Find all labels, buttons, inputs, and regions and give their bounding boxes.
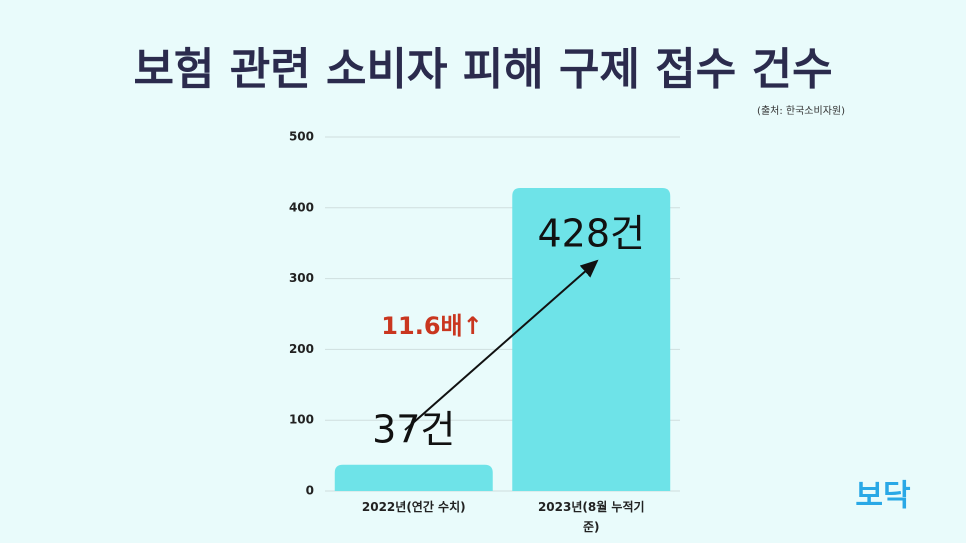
x-tick-label: 2023년(8월 누적기준) bbox=[537, 500, 645, 534]
logo: 보닥 bbox=[855, 479, 911, 514]
value-label: 428건 bbox=[538, 211, 646, 255]
y-tick-label: 200 bbox=[289, 342, 314, 356]
bar bbox=[512, 187, 671, 491]
y-tick-label: 400 bbox=[289, 200, 314, 214]
y-tick-label: 500 bbox=[289, 130, 314, 144]
chart-title: 보험 관련 소비자 피해 구제 접수 건수 bbox=[133, 44, 832, 95]
value-label: 37건 bbox=[372, 407, 455, 451]
trend-arrow bbox=[404, 259, 599, 431]
source: (출처: 한국소비자원) bbox=[757, 105, 845, 117]
y-tick-label: 0 bbox=[306, 484, 314, 498]
x-tick-label: 2022년(연간 수치) bbox=[361, 500, 466, 514]
bar bbox=[334, 464, 493, 491]
y-tick-label: 100 bbox=[289, 413, 314, 427]
y-tick-label: 300 bbox=[289, 271, 314, 285]
annotation: 11.6배↑ bbox=[381, 312, 482, 340]
